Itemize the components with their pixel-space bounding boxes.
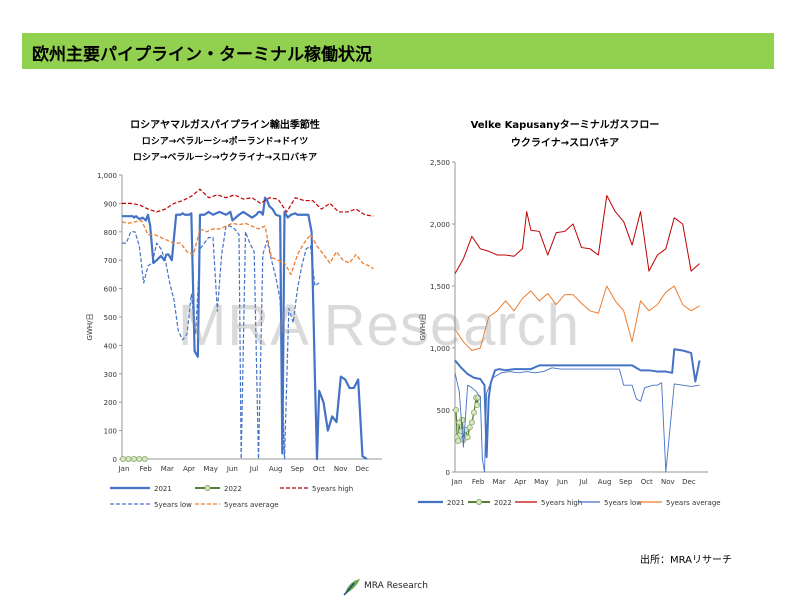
series-2022-point [130,455,137,462]
logo-text: MRA Research [364,581,428,591]
source-note: 出所：MRAリサーチ [640,555,733,566]
series-5years-low-line [122,225,320,460]
legend-label: 2021 [154,485,172,493]
mra-logo: MRA Research [342,577,462,597]
series-5years-average-line [454,285,700,351]
y-tick-label: 2,000 [430,221,450,229]
y-axis-label: GWH/日 [86,314,94,341]
series-2022-point [120,455,127,462]
legend-label: 2022 [494,499,512,507]
chart2-subtitle: ウクライナ→スロバキア [510,138,620,149]
y-tick-label: 1,000 [97,172,117,180]
y-axis-label: GWH/日 [419,314,427,341]
x-tick-label: Aug [598,478,612,486]
y-tick-label: 500 [104,314,117,322]
legend-label: 5years high [312,485,353,493]
series-2022-point [141,455,148,462]
y-tick-label: 100 [104,428,117,436]
y-tick-label: 1,500 [430,283,450,291]
title-banner: 欧州主要パイプライン・ターミナル稼働状況 [22,33,774,69]
chart1-subtitle1: ロシア→ベラルーシ→ポーランド→ドイツ [141,137,309,147]
y-tick-label: 1,000 [430,345,450,353]
x-tick-label: Jul [249,465,259,473]
y-tick-label: 700 [104,257,117,265]
chart1-subtitle2: ロシア→ベラルーシ→ウクライナ→スロバキア [132,153,318,163]
y-tick-label: 0 [446,469,450,477]
x-tick-label: Nov [334,465,348,473]
x-tick-label: Feb [472,478,485,486]
series-5years-average-line [121,219,374,276]
series-5years-high-line [454,194,700,274]
series-2021-line [122,196,368,461]
y-tick-label: 800 [104,229,117,237]
chart2-velke: 0 500 1,000 1,500 2,000 2,500 GWH/日 Jan Feb Mar Ap… [418,159,721,507]
series-2022-point [466,424,473,431]
y-tick-label: 300 [104,371,117,379]
y-tick-label: 500 [437,407,450,415]
x-tick-label: Sep [619,478,633,486]
series-5years-high-line [122,188,374,217]
y-tick-label: 600 [104,286,117,294]
chart1-yamal: 0 100 200 300 400 500 600 700 800 900 1,000 GWH/日 Ja… [86,172,382,509]
x-tick-label: May [203,465,217,473]
legend-label: 5years low [154,501,192,509]
series-2022-point [136,455,143,462]
legend-label: 2021 [447,499,465,507]
x-tick-label: May [534,478,548,486]
x-tick-label: Feb [139,465,152,473]
x-tick-label: Jun [556,478,568,486]
legend-marker [476,499,482,505]
x-tick-label: Aug [269,465,283,473]
x-tick-label: Dec [356,465,370,473]
legend-label: 5years high [541,499,582,507]
leaf-logo-icon [343,579,360,596]
series-2022-point [455,437,462,444]
y-tick-label: 2,500 [430,159,450,167]
x-tick-label: Apr [514,478,526,486]
chart1-title: ロシアヤマルガスパイプライン輸出季節性 [90,116,360,131]
y-tick-label: 0 [113,456,117,464]
x-tick-label: Jun [226,465,238,473]
series-2022-point [453,406,460,413]
series-2021-line [454,348,701,459]
x-tick-label: Apr [183,465,195,473]
y-tick-label: 200 [104,399,117,407]
series-2022-point [474,402,481,409]
x-tick-label: Oct [641,478,653,486]
x-tick-label: Nov [661,478,675,486]
x-tick-label: Jul [578,478,588,486]
legend-label: 2022 [224,485,242,493]
y-tick-label: 900 [104,200,117,208]
page-title: 欧州主要パイプライン・ターミナル稼働状況 [32,45,372,65]
x-tick-label: Oct [313,465,325,473]
x-tick-label: Mar [493,478,506,486]
series-2022-point [459,416,466,423]
chart1-title-line1: ロシアヤマルガスパイプライン輸出季節性 [130,120,320,131]
legend-label: 5years average [224,501,279,509]
chart2-title: Velke Kapusanyターミナルガスフロー [470,120,660,131]
series-5years-low-line [454,367,700,473]
x-tick-label: Jan [118,465,130,473]
x-tick-label: Mar [161,465,174,473]
x-tick-label: Sep [291,465,305,473]
x-tick-label: Jan [451,478,463,486]
legend-label: 5years low [604,499,642,507]
y-tick-label: 400 [104,342,117,350]
legend-label: 5years average [666,499,721,507]
series-2022-point [464,434,471,441]
series-2022-point [468,419,475,426]
series-2022-point [125,455,132,462]
legend-marker [204,485,211,491]
x-tick-label: Dec [682,478,696,486]
series-2022-point [470,409,477,416]
watermark: MRA Research [178,293,581,358]
